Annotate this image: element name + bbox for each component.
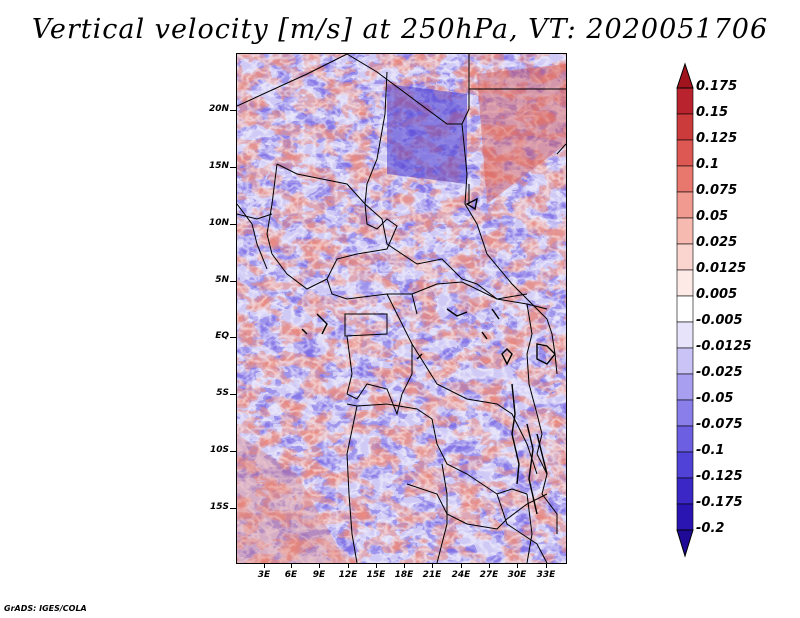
colorbar-swatch: [676, 217, 694, 245]
lon-label-9e: 9E: [312, 570, 326, 580]
colorbar-swatch: [676, 113, 694, 141]
lon-label-24e: 24E: [451, 570, 471, 580]
colorbar-swatch: [676, 503, 694, 531]
chart-title: Vertical velocity [m/s] at 250hPa, VT: 2…: [31, 14, 769, 45]
colorbar-label: -0.005: [696, 313, 743, 328]
colorbar-label: 0.075: [696, 183, 738, 198]
colorbar-swatch: [676, 269, 694, 297]
lat-tick: [230, 394, 236, 395]
lon-label-6e: 6E: [284, 570, 298, 580]
colorbar-swatch: [676, 139, 694, 167]
colorbar-swatch: [676, 477, 694, 505]
lat-label-10n: 10N: [208, 218, 229, 228]
footer-credit: GrADS: IGES/COLA: [4, 604, 87, 613]
velocity-field: [237, 54, 566, 563]
colorbar-swatch: [676, 321, 694, 349]
colorbar-label: -0.2: [696, 521, 725, 536]
lon-tick: [461, 563, 462, 568]
lon-tick: [517, 563, 518, 568]
colorbar-label: 0.025: [696, 235, 738, 250]
lon-tick: [432, 563, 433, 568]
colorbar-label: -0.025: [696, 365, 743, 380]
lon-tick: [546, 563, 547, 568]
colorbar-label: 0.05: [696, 209, 729, 224]
colorbar-swatch: [676, 373, 694, 401]
lon-label-30e: 30E: [507, 570, 527, 580]
lon-tick: [489, 563, 490, 568]
lat-tick: [230, 110, 236, 111]
colorbar-swatch: [676, 347, 694, 375]
lon-label-12e: 12E: [338, 570, 358, 580]
lon-label-3e: 3E: [257, 570, 271, 580]
lon-tick: [376, 563, 377, 568]
lat-label-5s: 5S: [216, 388, 229, 398]
colorbar-swatch: [676, 243, 694, 271]
lat-tick: [230, 451, 236, 452]
lat-tick: [230, 337, 236, 338]
colorbar-label: 0.0125: [696, 261, 747, 276]
colorbar-swatch: [676, 425, 694, 453]
colorbar-swatch: [676, 165, 694, 193]
lon-tick: [348, 563, 349, 568]
lat-label-15n: 15N: [208, 161, 229, 171]
lat-label-15s: 15S: [209, 502, 229, 512]
colorbar-label: 0.175: [696, 79, 738, 94]
colorbar-label: -0.125: [696, 469, 743, 484]
colorbar-swatch: [677, 64, 693, 88]
lon-tick: [291, 563, 292, 568]
lat-label-20n: 20N: [208, 104, 229, 114]
colorbar-top-arrow: [676, 62, 694, 89]
colorbar-swatch: [676, 191, 694, 219]
colorbar-label: -0.175: [696, 495, 743, 510]
colorbar-swatch: [676, 87, 694, 115]
lon-tick: [404, 563, 405, 568]
colorbar-label: 0.1: [696, 157, 720, 172]
lon-label-18e: 18E: [394, 570, 414, 580]
lat-label-10s: 10S: [209, 445, 229, 455]
colorbar: [676, 62, 694, 558]
lat-label-5n: 5N: [215, 275, 229, 285]
colorbar-label: 0.15: [696, 105, 729, 120]
lon-tick: [264, 563, 265, 568]
colorbar-swatches: [676, 64, 694, 556]
colorbar-label: -0.075: [696, 417, 743, 432]
colorbar-label: -0.1: [696, 443, 725, 458]
colorbar-swatch: [676, 399, 694, 427]
lon-label-27e: 27E: [479, 570, 499, 580]
lon-label-21e: 21E: [422, 570, 442, 580]
colorbar-swatch: [677, 530, 693, 556]
map-plot-area: [236, 53, 567, 564]
lat-tick: [230, 167, 236, 168]
colorbar-label: -0.05: [696, 391, 734, 406]
colorbar-bottom-arrow: [676, 529, 694, 558]
lon-label-33e: 33E: [536, 570, 556, 580]
colorbar-label: 0.125: [696, 131, 738, 146]
lat-tick: [230, 281, 236, 282]
lat-tick: [230, 508, 236, 509]
colorbar-swatch: [676, 295, 694, 323]
colorbar-label: -0.0125: [696, 339, 752, 354]
lat-tick: [230, 224, 236, 225]
colorbar-label: 0.005: [696, 287, 738, 302]
lon-tick: [319, 563, 320, 568]
colorbar-swatch: [676, 451, 694, 479]
lon-label-15e: 15E: [366, 570, 386, 580]
lat-label-eq: EQ: [215, 331, 229, 341]
